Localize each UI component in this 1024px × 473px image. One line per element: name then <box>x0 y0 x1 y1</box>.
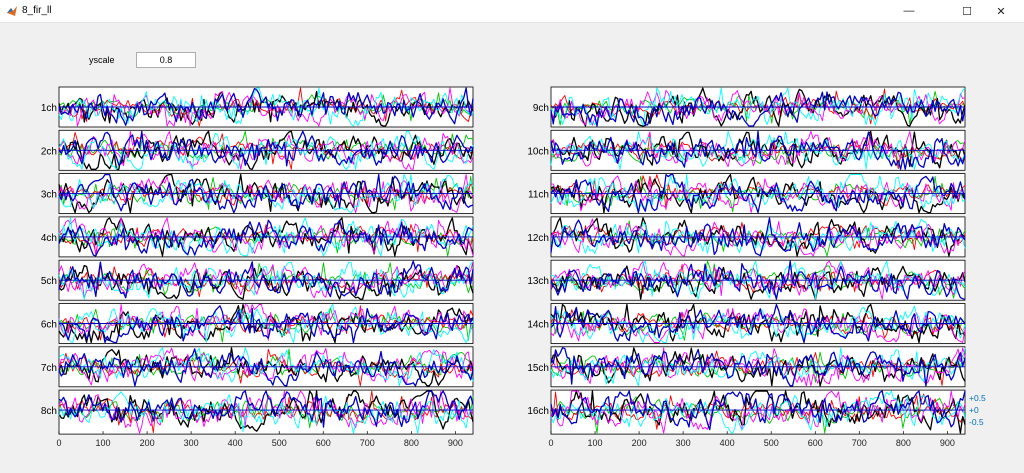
trace-8ch-3 <box>58 390 474 434</box>
channel-label-9ch: 9ch <box>533 103 549 114</box>
channel-label-16ch: 16ch <box>527 406 549 417</box>
maximize-icon[interactable]: ☐ <box>962 5 972 18</box>
trace-11ch-5 <box>550 173 966 214</box>
x-tick-label-0-8: 800 <box>404 438 419 448</box>
trace-1ch-4 <box>58 87 474 127</box>
trace-9ch-4 <box>550 87 966 126</box>
x-tick-label-0-9: 900 <box>448 438 463 448</box>
trace-16ch-4 <box>550 390 966 434</box>
channel-label-7ch: 7ch <box>41 363 57 374</box>
channel-label-12ch: 12ch <box>527 233 549 244</box>
trace-14ch-3 <box>550 308 966 343</box>
trace-1ch-5 <box>58 87 474 126</box>
trace-6ch-5 <box>58 305 474 344</box>
trace-2ch-5 <box>58 130 474 167</box>
trace-1ch-2 <box>58 90 474 127</box>
trace-2ch-4 <box>58 130 474 170</box>
title-bar: 8_fir_ll — ☐ ✕ <box>0 0 1024 23</box>
x-tick-label-0-6: 600 <box>316 438 331 448</box>
trace-5ch-4 <box>58 261 474 300</box>
channel-label-13ch: 13ch <box>527 276 549 287</box>
trace-4ch-5 <box>58 219 474 257</box>
trace-9ch-5 <box>550 91 966 127</box>
trace-13ch-5 <box>550 260 966 300</box>
x-tick-label-0-7: 700 <box>360 438 375 448</box>
x-tick-label-0-0: 0 <box>56 438 61 448</box>
trace-13ch-3 <box>550 260 966 300</box>
trace-11ch-4 <box>550 174 966 213</box>
trace-15ch-5 <box>550 347 966 387</box>
x-tick-label-1-5: 500 <box>764 438 779 448</box>
trace-16ch-5 <box>550 390 966 431</box>
trace-14ch-5 <box>550 303 966 344</box>
x-tick-label-1-9: 900 <box>940 438 955 448</box>
x-tick-label-1-0: 0 <box>548 438 553 448</box>
trace-15ch-4 <box>550 347 966 387</box>
minimize-icon[interactable]: — <box>903 5 915 17</box>
x-tick-label-1-7: 700 <box>852 438 867 448</box>
channel-label-1ch: 1ch <box>41 103 57 114</box>
x-tick-label-0-3: 300 <box>184 438 199 448</box>
x-tick-label-1-2: 200 <box>632 438 647 448</box>
trace-6ch-4 <box>58 304 474 343</box>
channel-label-3ch: 3ch <box>41 190 57 201</box>
trace-13ch-4 <box>550 260 966 300</box>
close-icon[interactable]: ✕ <box>996 5 1006 18</box>
trace-7ch-5 <box>58 348 474 387</box>
channel-label-15ch: 15ch <box>527 363 549 374</box>
yscale-input[interactable] <box>136 52 196 68</box>
x-tick-label-1-1: 100 <box>588 438 603 448</box>
channel-label-5ch: 5ch <box>41 276 57 287</box>
trace-4ch-2 <box>58 217 474 257</box>
trace-14ch-1 <box>550 309 966 339</box>
trace-10ch-4 <box>550 130 966 170</box>
ytick-label-1: +0 <box>969 405 979 415</box>
trace-3ch-5 <box>58 173 474 214</box>
x-tick-label-1-8: 800 <box>896 438 911 448</box>
trace-2ch-3 <box>58 130 474 170</box>
trace-7ch-2 <box>58 347 474 387</box>
ytick-label-0: +0.5 <box>969 393 986 403</box>
x-tick-label-1-3: 300 <box>676 438 691 448</box>
channel-label-10ch: 10ch <box>527 146 549 157</box>
channel-label-14ch: 14ch <box>527 320 549 331</box>
channel-label-8ch: 8ch <box>41 406 57 417</box>
x-tick-label-0-4: 400 <box>228 438 243 448</box>
trace-3ch-3 <box>58 174 474 214</box>
x-tick-label-0-2: 200 <box>140 438 155 448</box>
trace-3ch-2 <box>58 173 474 214</box>
trace-12ch-4 <box>550 218 966 254</box>
trace-8ch-5 <box>58 390 474 428</box>
matlab-icon <box>7 6 17 16</box>
trace-5ch-5 <box>58 260 474 299</box>
channel-label-4ch: 4ch <box>41 233 57 244</box>
channel-label-6ch: 6ch <box>41 320 57 331</box>
x-tick-label-0-1: 100 <box>96 438 111 448</box>
channel-label-11ch: 11ch <box>528 190 549 201</box>
trace-12ch-5 <box>550 217 966 257</box>
window-title: 8_fir_ll <box>22 5 52 16</box>
ytick-label-2: -0.5 <box>969 417 984 427</box>
trace-4ch-1 <box>58 219 474 254</box>
x-tick-label-1-6: 600 <box>808 438 823 448</box>
x-tick-label-1-4: 400 <box>720 438 735 448</box>
trace-6ch-3 <box>58 304 474 341</box>
channel-label-2ch: 2ch <box>41 146 57 157</box>
trace-12ch-3 <box>550 218 966 257</box>
x-tick-label-0-5: 500 <box>272 438 287 448</box>
trace-5ch-3 <box>58 261 474 299</box>
yscale-label: yscale <box>89 55 115 65</box>
trace-7ch-4 <box>58 347 474 387</box>
